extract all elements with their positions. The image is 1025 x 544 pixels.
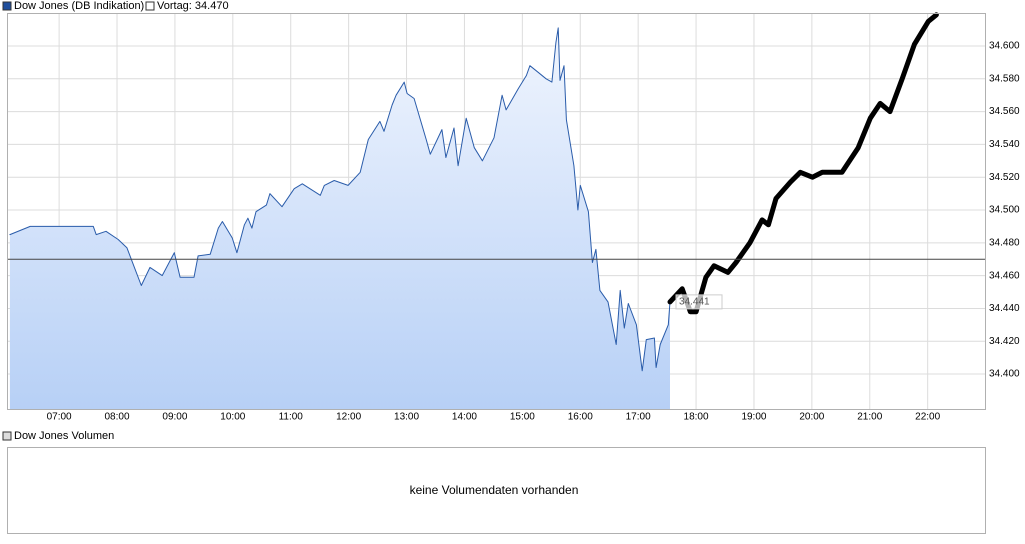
y-tick-label: 34.400: [989, 369, 1020, 380]
legend-swatch: [145, 1, 155, 11]
x-tick-label: 18:00: [684, 412, 709, 423]
y-tick-label: 34.560: [989, 106, 1020, 117]
y-tick-label: 34.540: [989, 139, 1020, 150]
reference-label: Vortag: 34.470: [157, 0, 229, 12]
last-label-box: [675, 294, 723, 310]
y-tick-label: 34.580: [989, 73, 1020, 84]
y-tick-label: 34.500: [989, 205, 1020, 216]
legend-label: Dow Jones (DB Indikation): [14, 0, 144, 12]
x-tick-label: 15:00: [510, 412, 535, 423]
x-tick-label: 17:00: [626, 412, 651, 423]
y-tick-label: 34.480: [989, 237, 1020, 248]
volume-legend: Dow Jones Volumen: [14, 430, 114, 442]
volume-frame: [7, 447, 986, 534]
last-label: 34.441: [679, 297, 710, 308]
y-tick-label: 34.460: [989, 270, 1020, 281]
x-tick-label: 14:00: [452, 412, 477, 423]
legend-swatch: [2, 1, 12, 11]
x-tick-label: 09:00: [162, 412, 187, 423]
line: [9, 27, 671, 372]
legend-swatch: [2, 431, 12, 441]
y-tick-label: 34.600: [989, 41, 1020, 52]
plot-frame: [7, 13, 986, 410]
x-tick-label: 16:00: [568, 412, 593, 423]
x-tick-label: 20:00: [799, 412, 824, 423]
x-tick-label: 19:00: [741, 412, 766, 423]
x-tick-label: 07:00: [47, 412, 72, 423]
x-tick-label: 21:00: [857, 412, 882, 423]
y-tick-label: 34.420: [989, 336, 1020, 347]
x-tick-label: 13:00: [394, 412, 419, 423]
line: [667, 12, 939, 315]
x-tick-label: 12:00: [336, 412, 361, 423]
plot-area: 34.441: [7, 12, 985, 410]
volume-message: keine Volumendaten vorhanden: [410, 483, 579, 497]
area: [9, 27, 671, 410]
x-tick-label: 22:00: [915, 412, 940, 423]
x-tick-label: 08:00: [105, 412, 130, 423]
y-tick-label: 34.440: [989, 303, 1020, 314]
x-tick-label: 11:00: [279, 412, 304, 423]
x-tick-label: 10:00: [220, 412, 245, 423]
y-tick-label: 34.520: [989, 172, 1020, 183]
